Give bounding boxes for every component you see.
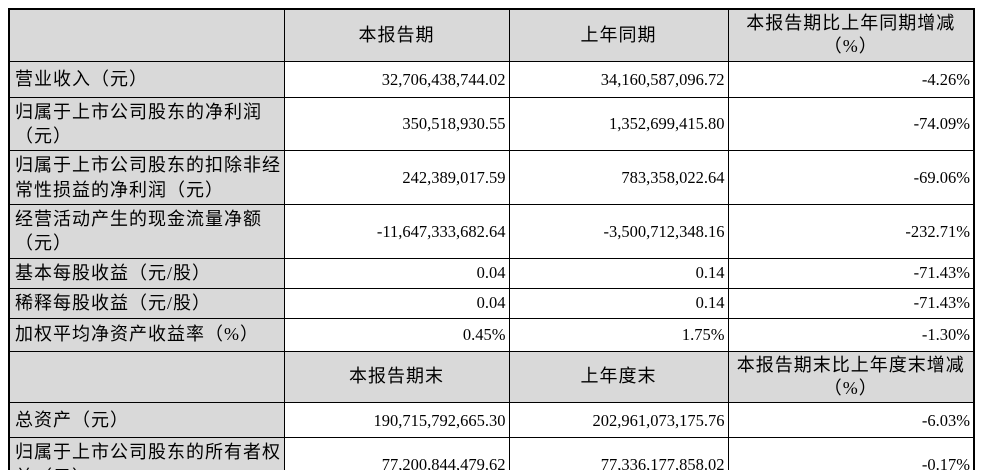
table-row-total-assets: 总资产（元） 190,715,792,665.30 202,961,073,17…	[8, 402, 975, 439]
row-label: 加权平均净资产收益率（%）	[8, 317, 285, 352]
current-period-value: -11,647,333,682.64	[283, 203, 510, 259]
table-row-basic-eps: 基本每股收益（元/股） 0.04 0.14 -71.43%	[8, 257, 975, 289]
row-label: 归属于上市公司股东的扣除非经常性损益的净利润（元）	[8, 150, 285, 205]
current-period-end-value: 190,715,792,665.30	[283, 402, 510, 439]
table-row-operating-revenue: 营业收入（元） 32,706,438,744.02 34,160,587,096…	[8, 60, 975, 98]
table-row-owners-equity: 归属于上市公司股东的所有者权益（元） 77,200,844,479.62 77,…	[8, 437, 975, 470]
header-empty-cell	[8, 8, 285, 62]
change-percent: -4.26%	[727, 60, 975, 98]
table-row-net-profit: 归属于上市公司股东的净利润（元） 350,518,930.55 1,352,69…	[8, 96, 975, 152]
prior-period-value: 0.14	[508, 287, 729, 319]
header-empty-cell	[8, 350, 285, 404]
prior-period-value: 0.14	[508, 257, 729, 289]
header-row-period-end: 本报告期末 上年度末 本报告期末比上年度末增减 （%）	[8, 350, 975, 404]
current-period-value: 350,518,930.55	[283, 96, 510, 152]
change-percent: -71.43%	[727, 287, 975, 319]
table-row-net-profit-excl-nonrecurring: 归属于上市公司股东的扣除非经常性损益的净利润（元） 242,389,017.59…	[8, 150, 975, 205]
change-percent: -232.71%	[727, 203, 975, 259]
prior-period-value: -3,500,712,348.16	[508, 203, 729, 259]
row-label: 总资产（元）	[8, 402, 285, 439]
current-period-end-value: 77,200,844,479.62	[283, 437, 510, 470]
change-percent: -71.43%	[727, 257, 975, 289]
column-header-current-period-end: 本报告期末	[283, 350, 510, 404]
prior-period-value: 1.75%	[508, 317, 729, 352]
header-row-period: 本报告期 上年同期 本报告期比上年同期增减 （%）	[8, 8, 975, 62]
change-percent: -0.17%	[727, 437, 975, 470]
row-label: 经营活动产生的现金流量净额（元）	[8, 203, 285, 259]
column-header-period-end-change: 本报告期末比上年度末增减 （%）	[727, 350, 975, 404]
prior-year-end-value: 202,961,073,175.76	[508, 402, 729, 439]
column-header-prior-year-end: 上年度末	[508, 350, 729, 404]
prior-period-value: 34,160,587,096.72	[508, 60, 729, 98]
table-row-diluted-eps: 稀释每股收益（元/股） 0.04 0.14 -71.43%	[8, 287, 975, 319]
column-header-period-change: 本报告期比上年同期增减 （%）	[727, 8, 975, 62]
current-period-value: 0.04	[283, 257, 510, 289]
change-percent: -74.09%	[727, 96, 975, 152]
current-period-value: 0.04	[283, 287, 510, 319]
column-header-prior-period: 上年同期	[508, 8, 729, 62]
row-label: 基本每股收益（元/股）	[8, 257, 285, 289]
current-period-value: 242,389,017.59	[283, 150, 510, 205]
prior-period-value: 783,358,022.64	[508, 150, 729, 205]
change-percent: -6.03%	[727, 402, 975, 439]
change-percent: -69.06%	[727, 150, 975, 205]
table-row-weighted-avg-roe: 加权平均净资产收益率（%） 0.45% 1.75% -1.30%	[8, 317, 975, 352]
column-header-current-period: 本报告期	[283, 8, 510, 62]
current-period-value: 0.45%	[283, 317, 510, 352]
current-period-value: 32,706,438,744.02	[283, 60, 510, 98]
table-row-operating-cash-flow: 经营活动产生的现金流量净额（元） -11,647,333,682.64 -3,5…	[8, 203, 975, 259]
financial-summary-table: 本报告期 上年同期 本报告期比上年同期增减 （%） 营业收入（元） 32,706…	[8, 8, 975, 470]
change-percent: -1.30%	[727, 317, 975, 352]
row-label: 稀释每股收益（元/股）	[8, 287, 285, 319]
row-label: 归属于上市公司股东的所有者权益（元）	[8, 437, 285, 470]
prior-year-end-value: 77,336,177,858.02	[508, 437, 729, 470]
row-label: 营业收入（元）	[8, 60, 285, 98]
prior-period-value: 1,352,699,415.80	[508, 96, 729, 152]
row-label: 归属于上市公司股东的净利润（元）	[8, 96, 285, 152]
